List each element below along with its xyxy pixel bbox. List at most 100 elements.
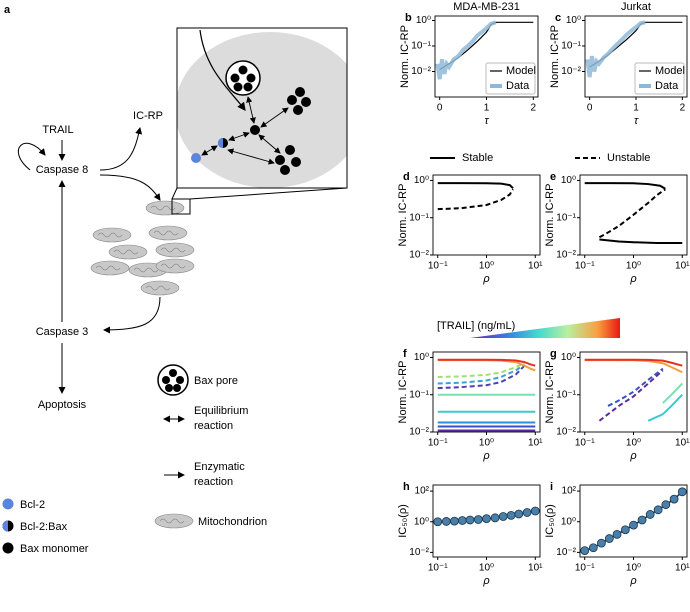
legend-label: Equilibrium xyxy=(194,405,248,417)
y-tick-label: 10⁻² xyxy=(556,547,576,558)
node-label: IC-RP xyxy=(133,110,163,122)
plot-area xyxy=(435,20,534,80)
x-tick-label: 10¹ xyxy=(528,438,543,449)
x-tick-label: 10¹ xyxy=(675,438,690,449)
x-tick-label: 10⁰ xyxy=(626,563,641,574)
y-tick-label: 10⁻² xyxy=(556,427,576,438)
data-point xyxy=(620,525,630,535)
x-tick-label: 2 xyxy=(680,103,686,114)
x-tick-label: 10⁰ xyxy=(479,438,494,449)
legend-label: Mitochondrion xyxy=(198,516,267,528)
legend-icon xyxy=(2,542,14,554)
series-line xyxy=(435,20,497,80)
plot-area xyxy=(437,182,514,211)
x-tick-label: 10⁻¹ xyxy=(428,563,448,574)
y-tick-label: 10⁰ xyxy=(566,15,581,26)
x-tick-label: 0 xyxy=(437,103,443,114)
y-tick-label: 10⁻² xyxy=(411,66,431,77)
y-axis-label: Norm. IC-RP xyxy=(549,25,561,88)
x-tick-label: 10⁻¹ xyxy=(575,438,595,449)
chart-title: MDA-MB-231 xyxy=(453,1,520,13)
y-tick-label: 10⁻¹ xyxy=(411,41,431,52)
data-point xyxy=(588,543,598,553)
plot-area xyxy=(580,487,687,556)
node-label: Caspase 8 xyxy=(36,164,89,176)
data-point xyxy=(612,529,622,539)
data-point xyxy=(637,515,647,525)
panel-label: h xyxy=(403,481,410,493)
y-axis-label: Norm. IC-RP xyxy=(399,25,411,88)
y-axis-label: Norm. IC-RP xyxy=(544,361,556,424)
x-tick-label: 10¹ xyxy=(528,261,543,272)
x-tick-label: 10¹ xyxy=(528,563,543,574)
plot-frame xyxy=(579,351,688,433)
y-tick-label: 10⁻² xyxy=(409,427,429,438)
y-tick-label: 10⁻¹ xyxy=(409,389,429,400)
y-axis-label: IC₅₀(ρ) xyxy=(544,504,556,538)
legend-label: Bax monomer xyxy=(20,543,89,555)
series-line xyxy=(598,369,664,422)
x-axis-label: τ xyxy=(484,115,489,127)
legend-label: reaction xyxy=(194,420,233,432)
series-line xyxy=(437,362,525,378)
data-point xyxy=(580,546,590,556)
y-tick-label: 10⁻² xyxy=(556,250,576,261)
legend-label: Bax pore xyxy=(194,375,238,387)
plot-area xyxy=(437,358,536,432)
x-tick-label: 10¹ xyxy=(675,261,690,272)
y-tick-label: 10² xyxy=(562,486,577,497)
colorbar-label: [TRAIL] (ng/mL) xyxy=(437,320,515,332)
data-point xyxy=(490,513,500,523)
x-tick-label: 10⁰ xyxy=(626,261,641,272)
data-point xyxy=(441,517,451,526)
zoom-line xyxy=(171,187,178,200)
data-point xyxy=(677,487,687,497)
x-tick-label: 0 xyxy=(587,103,593,114)
data-point xyxy=(514,509,524,519)
y-tick-label: 10⁰ xyxy=(561,352,576,363)
x-axis-label: ρ xyxy=(482,273,489,285)
series-line xyxy=(437,188,514,211)
y-tick-label: 10⁰ xyxy=(561,516,576,527)
x-axis-label: ρ xyxy=(629,450,636,462)
series-line xyxy=(598,188,666,239)
mitochondria xyxy=(90,200,195,296)
x-tick-label: 10⁻¹ xyxy=(428,438,448,449)
x-axis-label: τ xyxy=(634,115,639,127)
series-line xyxy=(599,238,683,244)
chart-title: Jurkat xyxy=(621,1,651,13)
x-tick-label: 1 xyxy=(633,103,639,114)
x-axis-label: ρ xyxy=(629,273,636,285)
data-point xyxy=(473,515,483,524)
y-tick-label: 10⁻² xyxy=(409,547,429,558)
x-axis-label: ρ xyxy=(482,575,489,587)
data-point xyxy=(530,506,540,516)
legend-icon xyxy=(2,520,9,532)
data-point xyxy=(522,508,532,517)
data-point xyxy=(645,510,655,519)
series-line xyxy=(585,20,646,78)
panel-label: c xyxy=(555,12,561,24)
x-tick-label: 10⁰ xyxy=(479,261,494,272)
y-tick-label: 10⁻¹ xyxy=(561,41,581,52)
node-label: Caspase 3 xyxy=(36,326,89,338)
data-point xyxy=(433,517,443,527)
series-line xyxy=(437,363,526,385)
y-tick-label: 10⁻¹ xyxy=(556,389,576,400)
legend-icon xyxy=(2,498,14,510)
legend-label: Enzymatic xyxy=(194,461,245,473)
legend-label: Data xyxy=(655,80,679,92)
y-axis-label: Norm. IC-RP xyxy=(397,361,409,424)
series-line xyxy=(437,358,536,367)
series-line xyxy=(647,394,683,422)
x-axis-label: ρ xyxy=(482,450,489,462)
series-line xyxy=(662,382,683,404)
legend-label: Bcl-2 xyxy=(20,499,45,511)
data-point xyxy=(669,494,679,504)
y-tick-label: 10⁰ xyxy=(414,516,429,527)
data-point xyxy=(653,505,663,515)
panel-label: f xyxy=(403,348,407,360)
x-tick-label: 2 xyxy=(531,103,537,114)
diagram: a TRAIL Caspase 8 IC-RP Caspase 3 Apopto… xyxy=(2,4,348,555)
